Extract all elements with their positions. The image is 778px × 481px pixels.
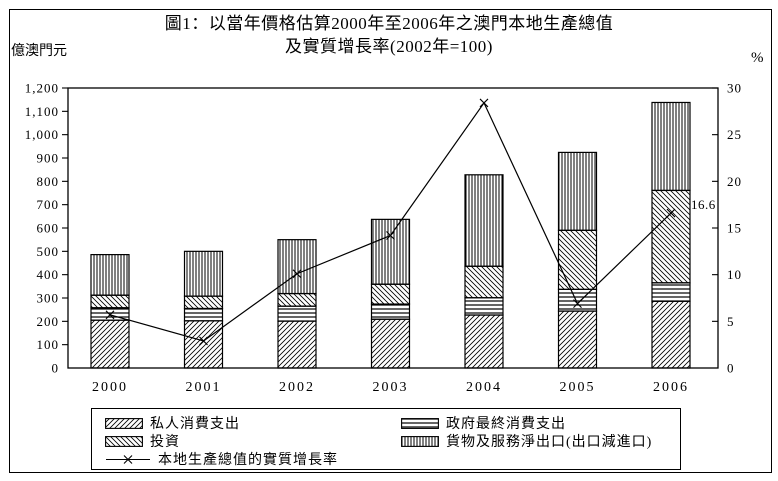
left-axis-tick-label: 600 xyxy=(37,221,60,236)
legend-label: 貨物及服務淨出口(出口減進口) xyxy=(446,435,653,450)
legend-row-2: 投資 貨物及服務淨出口(出口減進口) xyxy=(105,432,680,450)
legend-item-net-exports: 貨物及服務淨出口(出口減進口) xyxy=(401,431,680,451)
bar-segment-horizontal xyxy=(557,288,598,312)
bar-segment-backslash xyxy=(277,292,317,307)
chart-title-line1: 圖1：以當年價格估算2000年至2006年之澳門本地生產總值 xyxy=(164,14,614,33)
left-axis-tick-label: 300 xyxy=(37,291,60,306)
bar-segment-diagonal xyxy=(464,314,504,369)
legend-item-real-growth-rate: 本地生產總值的實質增長率 xyxy=(105,449,680,469)
x-axis-year-label: 2006 xyxy=(653,380,689,395)
left-axis-tick-label: 400 xyxy=(37,267,60,282)
left-axis-tick-label: 0 xyxy=(52,361,60,376)
bar-segment-backslash xyxy=(90,294,130,309)
bar-segment-vertical xyxy=(651,101,691,192)
government-consumption-swatch-icon xyxy=(401,417,439,429)
bar-segment-diagonal xyxy=(651,300,691,369)
legend-row-1: 私人消費支出 政府最終消費支出 xyxy=(105,414,680,432)
bar-segment-diagonal xyxy=(183,320,224,369)
x-marker xyxy=(199,336,208,346)
bar-segment-diagonal xyxy=(557,310,598,369)
right-axis-unit-label: % xyxy=(751,50,764,66)
bar-segment-backslash xyxy=(464,265,504,299)
legend-item-private-consumption: 私人消費支出 xyxy=(105,413,401,433)
x-axis-year-label: 2002 xyxy=(279,380,315,395)
bar-segment-diagonal xyxy=(370,318,411,369)
bar-segment-vertical xyxy=(183,250,224,297)
legend-label: 私人消費支出 xyxy=(150,417,240,432)
bar-segment-backslash xyxy=(651,189,691,284)
x-axis-year-label: 2005 xyxy=(560,380,596,395)
right-axis-tick-label: 5 xyxy=(727,314,735,329)
investment-swatch-icon xyxy=(105,435,143,447)
legend-label: 政府最終消費支出 xyxy=(446,417,566,432)
right-axis-tick-label: 10 xyxy=(727,267,742,282)
x-axis-year-label: 2001 xyxy=(186,380,222,395)
x-marker xyxy=(479,98,489,108)
left-axis-tick-label: 1,200 xyxy=(25,81,59,96)
left-axis-tick-label: 500 xyxy=(37,244,60,259)
chart-title: 圖1：以當年價格估算2000年至2006年之澳門本地生產總值 及實質增長率(20… xyxy=(0,12,778,58)
bar-segment-diagonal xyxy=(90,319,130,369)
chart-title-line2: 及實質增長率(2002年=100) xyxy=(285,37,493,56)
bar-segment-backslash xyxy=(183,295,224,310)
right-axis-tick-label: 0 xyxy=(727,361,735,376)
left-axis-tick-label: 900 xyxy=(37,151,60,166)
x-marker xyxy=(666,208,676,218)
bar-segment-vertical xyxy=(90,254,130,296)
left-axis-tick-label: 800 xyxy=(37,174,60,189)
right-axis-tick-label: 25 xyxy=(727,127,742,142)
bar-segment-vertical xyxy=(464,174,504,267)
legend-label: 投資 xyxy=(150,435,180,450)
growth-rate-2006-label: 16.6 xyxy=(691,197,716,212)
bar-segment-vertical xyxy=(557,151,598,231)
right-axis-tick-label: 20 xyxy=(727,174,742,189)
legend: 私人消費支出 政府最終消費支出 投資 貨物及服務淨出口(出口減進口) 本地生產總… xyxy=(91,408,681,470)
legend-item-government-consumption: 政府最終消費支出 xyxy=(401,413,680,433)
x-axis-year-label: 2000 xyxy=(92,380,128,395)
bar-segment-horizontal xyxy=(183,307,224,322)
bar-segment-backslash xyxy=(557,229,598,290)
bar-segment-vertical xyxy=(277,239,317,295)
bar-segment-backslash xyxy=(370,283,411,305)
x-marker xyxy=(386,231,395,240)
x-axis-year-label: 2003 xyxy=(373,380,409,395)
left-axis-tick-label: 700 xyxy=(37,197,60,212)
net-exports-swatch-icon xyxy=(401,435,439,447)
bar-segment-diagonal xyxy=(277,320,317,369)
right-axis-tick-label: 30 xyxy=(727,81,742,96)
legend-row-3: 本地生產總值的實質增長率 xyxy=(105,450,680,468)
legend-label: 本地生產總值的實質增長率 xyxy=(158,453,338,468)
bar-segment-horizontal xyxy=(277,305,317,322)
left-axis-tick-label: 200 xyxy=(37,314,60,329)
legend-item-investment: 投資 xyxy=(105,431,401,451)
x-axis-year-label: 2004 xyxy=(466,380,502,395)
bar-segment-horizontal xyxy=(651,282,691,302)
right-axis-tick-label: 15 xyxy=(727,221,742,236)
x-marker xyxy=(292,269,302,279)
left-axis-tick-label: 1,100 xyxy=(25,104,59,119)
left-axis-tick-label: 100 xyxy=(37,337,60,352)
bar-segment-horizontal xyxy=(464,297,504,316)
left-axis-tick-label: 1,000 xyxy=(25,127,59,142)
left-axis-unit-label: 億澳門元 xyxy=(11,44,67,59)
growth-line-swatch-icon xyxy=(106,454,150,464)
bar-segment-vertical xyxy=(370,218,411,285)
private-consumption-swatch-icon xyxy=(105,417,143,429)
x-marker xyxy=(105,310,115,320)
x-marker xyxy=(573,299,582,308)
bar-segment-horizontal xyxy=(370,303,411,320)
